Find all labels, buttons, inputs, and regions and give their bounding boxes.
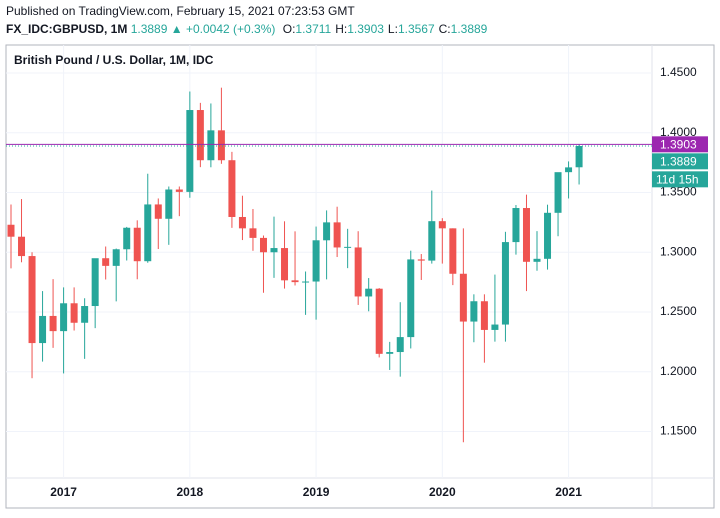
candle-body bbox=[7, 224, 15, 237]
chart-frame bbox=[5, 44, 715, 509]
candle-body bbox=[291, 280, 299, 283]
candle-body bbox=[491, 324, 499, 330]
y-tick-label: 1.2500 bbox=[660, 304, 697, 318]
candle-body bbox=[112, 249, 120, 266]
candle-body bbox=[281, 248, 289, 281]
candle-body bbox=[417, 259, 425, 261]
candle-body bbox=[39, 315, 47, 344]
candle-body bbox=[554, 172, 562, 213]
candle-body bbox=[60, 303, 68, 332]
candle-body bbox=[207, 130, 215, 161]
candle-body bbox=[81, 306, 89, 323]
ohlc-value: 1.3889 bbox=[451, 22, 488, 36]
candle-body bbox=[428, 221, 436, 261]
candle-body bbox=[407, 259, 415, 338]
countdown-box bbox=[652, 171, 708, 188]
ohlc-value: 1.3567 bbox=[398, 22, 435, 36]
x-tick-label: 2019 bbox=[303, 485, 330, 499]
candle-body bbox=[217, 130, 225, 161]
candle-body bbox=[49, 315, 57, 332]
candle-body bbox=[302, 281, 310, 283]
ohlc-key: L: bbox=[388, 22, 398, 36]
candle-body bbox=[249, 228, 257, 238]
ohlc-value: 1.3711 bbox=[295, 22, 331, 36]
candle-body bbox=[91, 258, 99, 307]
candle-body bbox=[154, 204, 162, 219]
y-tick-label: 1.3000 bbox=[660, 244, 697, 258]
candle-body bbox=[365, 288, 373, 297]
ohlc-key: O: bbox=[283, 22, 296, 36]
last-price: 1.3889 bbox=[131, 22, 168, 36]
candle-body bbox=[18, 236, 26, 257]
candle-body bbox=[533, 258, 541, 262]
x-tick-label: 2018 bbox=[176, 485, 203, 499]
candle-body bbox=[28, 256, 36, 344]
candle-body bbox=[501, 242, 509, 325]
y-tick-label: 1.4500 bbox=[660, 65, 697, 79]
candle-body bbox=[512, 208, 520, 243]
candle-body bbox=[522, 208, 530, 262]
price-label: 1.3903 bbox=[660, 137, 697, 151]
y-tick-label: 1.4000 bbox=[660, 125, 697, 139]
y-tick-label: 1.1500 bbox=[660, 424, 697, 438]
ohlc-value: 1.3903 bbox=[347, 22, 384, 36]
candle-body bbox=[70, 303, 78, 323]
chart-title: British Pound / U.S. Dollar, 1M, IDC bbox=[14, 53, 214, 67]
candle-body bbox=[238, 216, 246, 229]
ohlc-key: H: bbox=[335, 22, 347, 36]
candle-body bbox=[438, 221, 446, 229]
header-row: FX_IDC:GBPUSD, 1M 1.3889 ▲ +0.0042 (+0.3… bbox=[6, 22, 488, 36]
candle-body bbox=[186, 110, 194, 192]
candle-body bbox=[344, 246, 352, 248]
y-tick-label: 1.3500 bbox=[660, 185, 697, 199]
arrow: ▲ bbox=[171, 22, 183, 36]
candle-body bbox=[312, 240, 320, 282]
price-label-box bbox=[652, 136, 708, 153]
candle-body bbox=[333, 222, 341, 248]
candle-body bbox=[270, 248, 278, 253]
candle-body bbox=[196, 110, 204, 161]
candle-body bbox=[102, 258, 110, 266]
candle-body bbox=[386, 352, 394, 354]
symbol: FX_IDC:GBPUSD, 1M bbox=[6, 22, 127, 36]
candle-body bbox=[480, 301, 488, 330]
candle-body bbox=[354, 247, 362, 297]
countdown: 11d 15h bbox=[656, 172, 699, 186]
candle-body bbox=[165, 189, 173, 219]
candle-body bbox=[375, 288, 383, 354]
change: +0.0042 (+0.3%) bbox=[186, 22, 275, 36]
candle-body bbox=[565, 167, 573, 173]
candle-body bbox=[175, 189, 183, 192]
x-tick-label: 2020 bbox=[429, 485, 456, 499]
candle-body bbox=[470, 301, 478, 322]
candle-body bbox=[396, 337, 404, 353]
candle-body bbox=[449, 228, 457, 274]
candle-body bbox=[323, 222, 331, 241]
candle-body bbox=[144, 204, 152, 262]
candle-body bbox=[544, 212, 552, 259]
published: Published on TradingView.com, February 1… bbox=[6, 4, 355, 18]
candle-body bbox=[575, 145, 583, 168]
price-label-box bbox=[652, 153, 708, 170]
candle-body bbox=[228, 160, 236, 217]
candle-body bbox=[123, 227, 131, 250]
x-tick-label: 2021 bbox=[555, 485, 582, 499]
candle-body bbox=[133, 227, 141, 262]
y-tick-label: 1.2000 bbox=[660, 364, 697, 378]
x-tick-label: 2017 bbox=[50, 485, 77, 499]
price-label: 1.3889 bbox=[660, 154, 697, 168]
candle-body bbox=[259, 237, 267, 253]
ohlc-key: C: bbox=[439, 22, 451, 36]
candle-body bbox=[459, 273, 467, 322]
